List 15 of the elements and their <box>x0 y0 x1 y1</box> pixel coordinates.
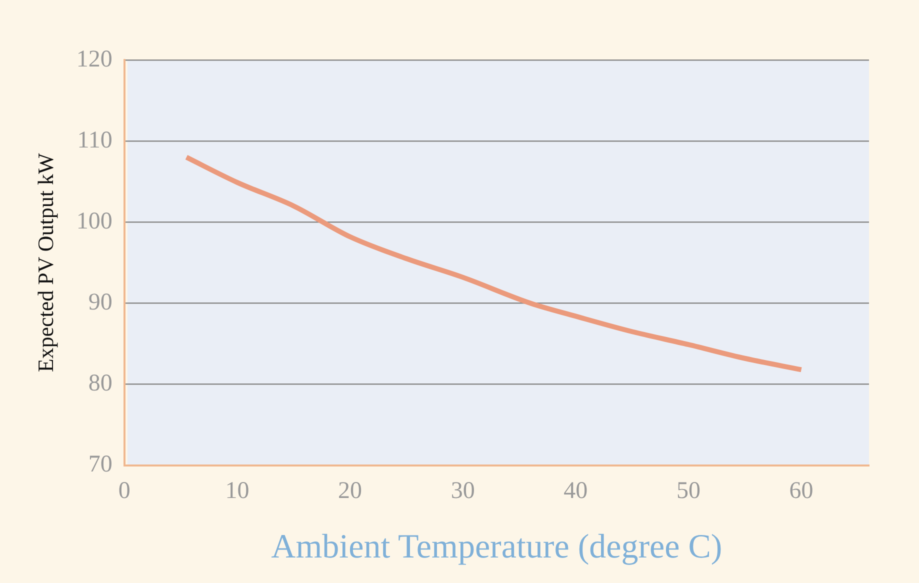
y-tick-label: 80 <box>88 370 112 397</box>
y-tick-label: 100 <box>76 208 112 234</box>
x-axis-title: Ambient Temperature (degree C) <box>271 528 722 566</box>
x-tick-label: 40 <box>564 478 588 504</box>
x-tick-label: 30 <box>450 478 475 504</box>
y-axis-title: Expected PV Output kW <box>32 152 58 372</box>
y-tick-label: 70 <box>88 452 112 478</box>
x-tick-label: 50 <box>676 478 700 504</box>
y-tick-label: 90 <box>88 290 112 316</box>
y-tick-label: 110 <box>77 127 112 154</box>
x-tick-label: 0 <box>118 478 130 504</box>
x-tick-label: 20 <box>338 478 362 504</box>
x-tick-label: 10 <box>225 478 250 504</box>
y-tick-label: 120 <box>76 46 112 72</box>
x-tick-label: 60 <box>789 478 814 504</box>
